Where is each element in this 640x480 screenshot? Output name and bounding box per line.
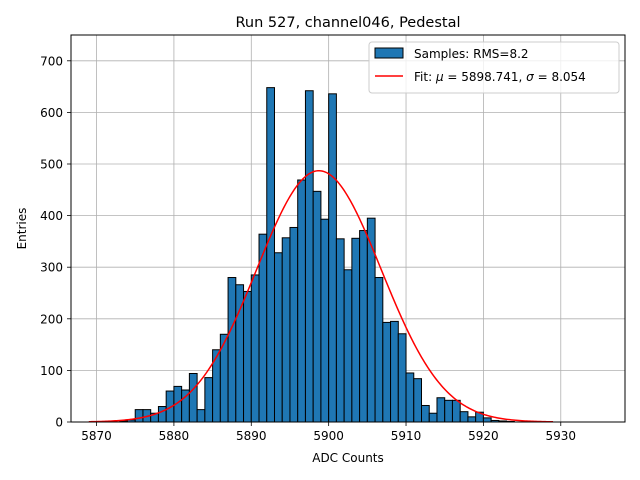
y-tick-label: 600 xyxy=(40,106,63,120)
y-tick-label: 0 xyxy=(55,416,63,430)
fit-curve xyxy=(88,169,554,423)
histogram-bar xyxy=(351,237,361,423)
histogram-bar xyxy=(250,274,260,423)
histogram-bar xyxy=(459,411,469,423)
histogram-bar xyxy=(482,417,492,423)
histogram-bar xyxy=(273,252,283,423)
histogram-bar xyxy=(421,404,430,423)
y-tick-label: 700 xyxy=(40,54,63,68)
histogram-bar xyxy=(397,333,407,423)
histogram-bar xyxy=(405,372,415,423)
legend: Samples: RMS=8.2 Fit: μ = 5898.741, σ = … xyxy=(368,41,620,94)
histogram-bar xyxy=(289,226,299,423)
y-tick-label: 200 xyxy=(40,312,63,326)
histogram-bar xyxy=(227,277,237,423)
x-tick-label: 5920 xyxy=(468,429,499,443)
histogram-bar xyxy=(451,399,461,423)
histogram-bar xyxy=(390,320,399,423)
histogram-bar xyxy=(359,230,368,423)
histogram-bar xyxy=(266,87,275,423)
x-tick-label: 5880 xyxy=(159,429,190,443)
x-tick-label: 5910 xyxy=(391,429,422,443)
histogram-bar xyxy=(467,416,477,423)
legend-label-samples: Samples: RMS=8.2 xyxy=(414,47,529,61)
histogram-bar xyxy=(134,409,144,423)
legend-swatch-samples xyxy=(374,47,404,59)
histogram-bar xyxy=(444,399,453,423)
chart-title: Run 527, channel046, Pedestal xyxy=(235,15,460,31)
y-axis-label: Entries xyxy=(15,208,29,250)
histogram-bar xyxy=(312,190,322,423)
histogram-bar xyxy=(335,238,345,423)
histogram-bar xyxy=(188,372,198,423)
histogram-bar xyxy=(320,218,330,423)
y-tick-label: 400 xyxy=(40,209,63,223)
histogram-bar xyxy=(374,277,384,423)
histogram-bar xyxy=(304,90,314,423)
y-tick-label: 500 xyxy=(40,158,63,172)
histogram-bar xyxy=(428,412,438,423)
x-axis-ticks: 5870 5880 5890 5900 5910 5920 5930 xyxy=(81,422,576,443)
y-axis-ticks: 0 100 200 300 400 500 600 700 xyxy=(40,54,71,430)
x-tick-label: 5870 xyxy=(81,429,112,443)
plot-frame xyxy=(70,34,626,423)
histogram-bar xyxy=(366,217,376,423)
histogram-bar xyxy=(243,290,252,423)
histogram-bar xyxy=(157,406,167,423)
legend-box xyxy=(368,41,620,94)
y-tick-label: 300 xyxy=(40,261,63,275)
legend-label-fit: Fit: μ = 5898.741, σ = 8.054 xyxy=(414,70,586,84)
y-tick-label: 100 xyxy=(40,364,63,378)
histogram-bar xyxy=(297,179,306,423)
x-tick-label: 5930 xyxy=(546,429,577,443)
histogram-bar xyxy=(436,397,446,423)
histogram-bar xyxy=(204,377,214,423)
x-axis-label: ADC Counts xyxy=(312,451,384,465)
gaussian-fit xyxy=(88,169,554,423)
histogram-bar xyxy=(281,237,291,423)
histogram-bar xyxy=(196,409,206,423)
histogram-bar xyxy=(343,269,353,423)
histogram-bar xyxy=(413,378,423,423)
histogram-bar xyxy=(382,321,392,423)
histogram-bar xyxy=(328,93,337,423)
x-tick-label: 5900 xyxy=(313,429,344,443)
x-tick-label: 5890 xyxy=(236,429,267,443)
